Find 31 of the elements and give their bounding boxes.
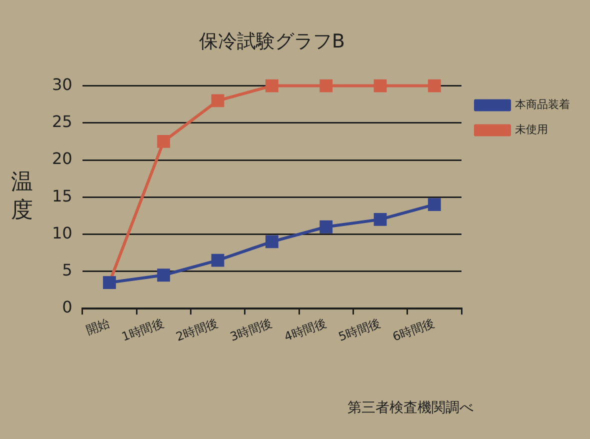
text: 第三者検査機関調べ (348, 400, 474, 416)
y-tick-label: 30 (52, 74, 72, 94)
x-tick-label: 2時間後 (174, 316, 220, 344)
chart-title: 保冷試験グラフB (198, 30, 345, 52)
point (320, 220, 333, 234)
x-tick-label: 1時間後 (120, 316, 166, 344)
y-tick-label: 15 (52, 186, 72, 206)
point (320, 79, 333, 92)
legend-label: 未使用 (515, 123, 548, 136)
y-tick-label: 20 (52, 149, 72, 168)
y-tick-label: 0 (62, 298, 72, 317)
x-tick-label: 3時間後 (228, 316, 274, 344)
point (157, 135, 170, 148)
point (428, 79, 441, 92)
y-tick-label: 25 (52, 112, 72, 132)
point (157, 268, 170, 282)
point (428, 198, 441, 212)
x-tick-label: 開始 (84, 316, 112, 338)
x-tick-label: 4時間後 (282, 316, 328, 344)
point (374, 79, 387, 92)
point (265, 79, 278, 92)
point (265, 235, 278, 248)
x-tick-label: 5時間後 (336, 316, 382, 344)
y-axis-title: 温度 (10, 169, 34, 226)
y-tick-label: 5 (62, 260, 72, 280)
y-tick-label: 10 (52, 223, 72, 242)
point (374, 212, 387, 226)
x-tick-label: 6時間後 (390, 316, 437, 344)
point (211, 254, 224, 267)
point (211, 94, 224, 108)
legend-label: 本商品装着 (515, 98, 570, 112)
